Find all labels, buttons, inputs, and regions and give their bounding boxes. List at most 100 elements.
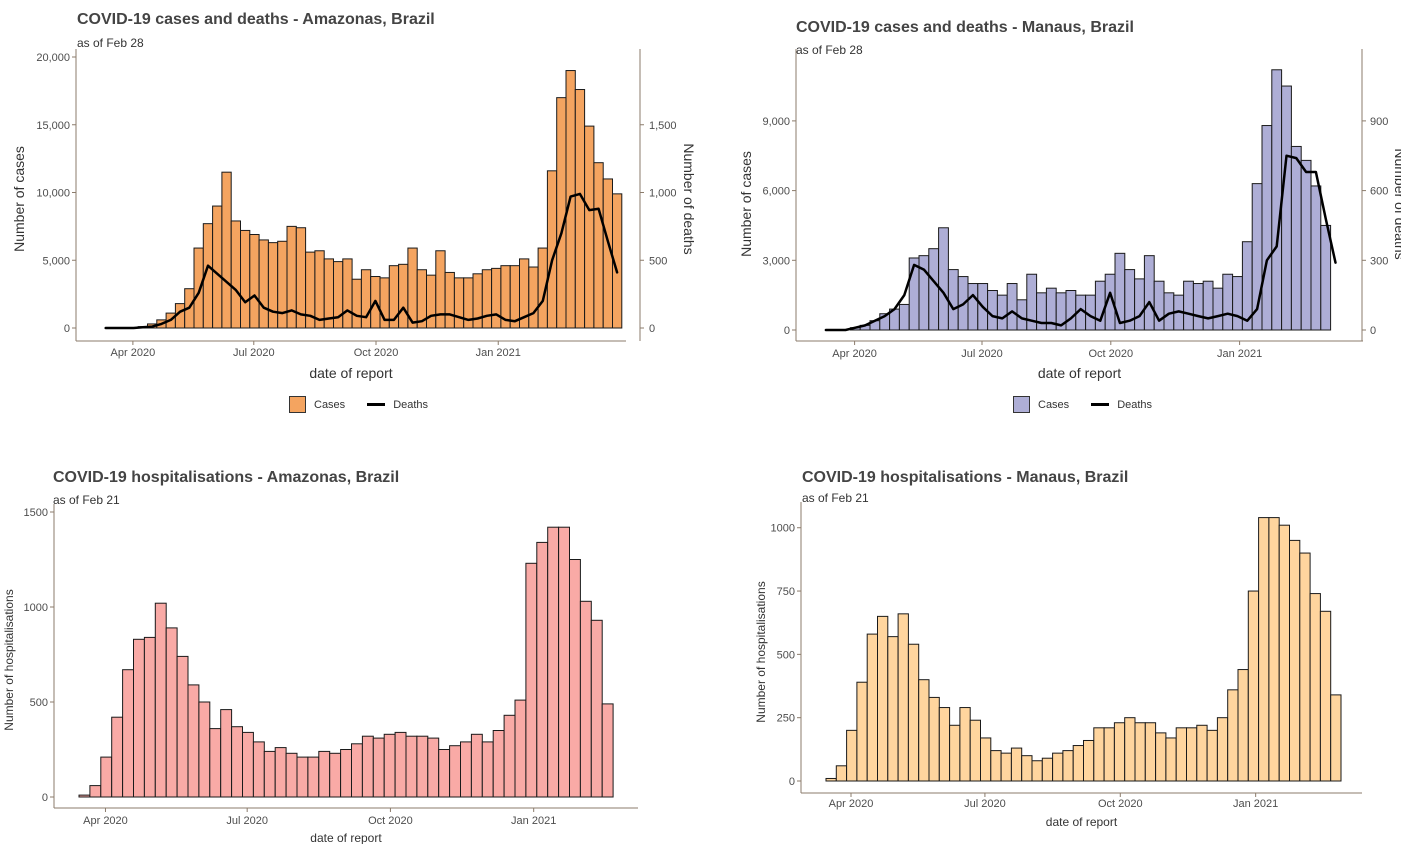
bar xyxy=(835,765,848,782)
chart-amazonas-cases: 0 5,000 10,000 15,000 20,000 Apr 2020 Jul 2020… xyxy=(11,49,697,381)
legend-deaths-line xyxy=(367,403,386,406)
deaths-line xyxy=(104,192,619,330)
bar xyxy=(1175,727,1187,782)
y-axis-title: Number of hospitalisations xyxy=(754,581,768,722)
bar xyxy=(1083,739,1095,782)
y-tick-label: 1500 xyxy=(24,507,48,519)
chart-title-amazonas-cases: COVID-19 cases and deaths - Amazonas, Br… xyxy=(77,11,435,28)
bar xyxy=(969,719,982,782)
bar xyxy=(1103,727,1115,782)
x-tick-label: Jul 2020 xyxy=(961,348,1003,360)
y-tick-label: 0 xyxy=(64,323,70,335)
x-tick-label: Jul 2020 xyxy=(964,798,1006,810)
y2-tick-label: 500 xyxy=(649,255,667,267)
bar xyxy=(1072,745,1084,782)
x-axis-title: date of report xyxy=(309,365,392,381)
y-axis-title: Number of cases xyxy=(11,146,27,252)
y-tick-label: 6,000 xyxy=(762,186,790,198)
y2-tick-label: 0 xyxy=(649,323,655,335)
bar xyxy=(1289,539,1301,782)
bar xyxy=(1258,517,1270,782)
legend-deaths-line xyxy=(1091,403,1110,406)
y2-tick-label: 600 xyxy=(1370,186,1388,198)
y2-axis-title: Number of deaths xyxy=(681,143,697,254)
x-tick-label: Jan 2021 xyxy=(1233,798,1278,810)
legend-deaths-label: Deaths xyxy=(1117,398,1153,411)
x-axis-title: date of report xyxy=(1046,815,1118,829)
bar xyxy=(1062,750,1074,782)
bar xyxy=(897,613,909,782)
chart-title-amazonas-hosp: COVID-19 hospitalisations - Amazonas, Br… xyxy=(53,469,400,486)
legend-cases-swatch xyxy=(1013,396,1030,413)
x-tick-label: Apr 2020 xyxy=(111,347,156,359)
bar xyxy=(1319,610,1332,782)
x-tick-label: Jan 2021 xyxy=(1217,348,1262,360)
legend-cases-label: Cases xyxy=(1038,398,1070,411)
bar xyxy=(1278,524,1290,782)
bar xyxy=(1186,727,1198,782)
bar xyxy=(1144,722,1157,782)
y-tick-label: 15,000 xyxy=(36,120,70,132)
bar xyxy=(1227,689,1239,782)
y2-tick-label: 300 xyxy=(1370,255,1388,267)
x-tick-label: Jan 2021 xyxy=(511,815,556,827)
bar xyxy=(1216,717,1229,782)
y-tick-label: 1000 xyxy=(771,523,795,535)
chart-subtitle-amazonas-hosp: as of Feb 21 xyxy=(53,493,120,507)
x-tick-label: Oct 2020 xyxy=(1088,348,1133,360)
deaths-line xyxy=(824,154,1337,332)
y-axis-title: Number of hospitalisations xyxy=(2,589,16,730)
bar xyxy=(1320,224,1332,331)
y-tick-label: 1000 xyxy=(24,602,48,614)
bar xyxy=(949,724,961,782)
legend-deaths-label: Deaths xyxy=(393,398,429,411)
y-tick-label: 500 xyxy=(30,697,48,709)
bar xyxy=(1309,593,1321,782)
bar xyxy=(938,707,951,782)
x-axis-title: date of report xyxy=(310,831,382,844)
y2-tick-label: 1,000 xyxy=(649,188,677,200)
bar xyxy=(990,750,1002,782)
y-tick-label: 10,000 xyxy=(36,188,70,200)
bar xyxy=(980,737,992,782)
chart-subtitle-manaus-cases: as of Feb 28 xyxy=(796,43,863,57)
bar xyxy=(1155,732,1167,782)
bar xyxy=(1124,717,1136,782)
bar xyxy=(1031,760,1043,782)
y-tick-label: 20,000 xyxy=(36,52,70,64)
y2-axis-title: Number of deaths xyxy=(1392,148,1401,259)
bar xyxy=(887,636,899,782)
y2-tick-label: 900 xyxy=(1370,116,1388,128)
chart-title-manaus-cases: COVID-19 cases and deaths - Manaus, Braz… xyxy=(796,19,1134,36)
chart-manaus-cases: 0 3,000 6,000 9,000 Apr 2020 Jul 2020 Oct 2020… xyxy=(738,49,1401,381)
bar xyxy=(918,679,930,782)
y-tick-label: 0 xyxy=(42,792,48,804)
legend-amazonas-cases: Cases Deaths xyxy=(289,396,428,413)
bar xyxy=(601,703,614,798)
bar xyxy=(1113,722,1126,782)
x-tick-label: Jul 2020 xyxy=(233,347,275,359)
y-tick-label: 9,000 xyxy=(762,116,790,128)
bar xyxy=(1165,737,1177,782)
legend-cases-label: Cases xyxy=(314,398,346,411)
chart-title-manaus-hosp: COVID-19 hospitalisations - Manaus, Braz… xyxy=(802,469,1129,486)
x-tick-label: Oct 2020 xyxy=(1098,798,1143,810)
y-tick-label: 0 xyxy=(789,776,795,788)
bar xyxy=(907,643,920,782)
bar xyxy=(1299,552,1311,782)
bar xyxy=(856,681,868,782)
legend-cases-swatch xyxy=(289,396,306,413)
y-tick-label: 250 xyxy=(777,713,795,725)
bar xyxy=(1093,727,1105,782)
x-tick-label: Apr 2020 xyxy=(83,815,128,827)
bar xyxy=(1268,517,1280,782)
bar xyxy=(877,615,889,782)
bar xyxy=(1010,747,1023,782)
x-tick-label: Jul 2020 xyxy=(226,815,268,827)
x-tick-label: Apr 2020 xyxy=(829,798,874,810)
bar xyxy=(1134,722,1146,782)
bar xyxy=(1196,724,1208,782)
y-tick-label: 750 xyxy=(777,586,795,598)
y-tick-label: 3,000 xyxy=(762,255,790,267)
